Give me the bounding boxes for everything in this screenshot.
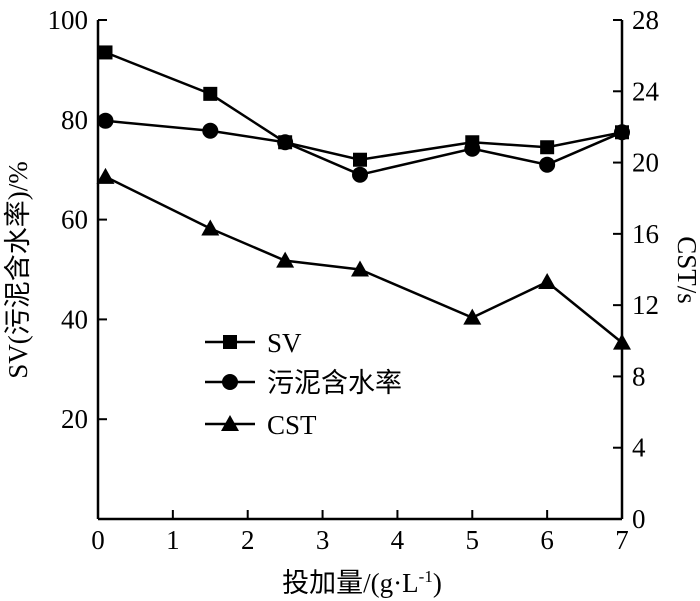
data-point-triangle (463, 308, 482, 325)
data-point-triangle (201, 219, 220, 236)
legend-entry-cst: CST (205, 410, 317, 440)
legend-entry-moisture: 污泥含水率 (205, 368, 402, 398)
x-ticks: 0 1 2 3 4 5 6 7 (91, 510, 629, 555)
data-point-square (353, 152, 367, 167)
series-line-triangle (104, 175, 623, 344)
left-y-tick-label: 60 (61, 205, 88, 235)
left-y-tick-label: 80 (61, 105, 88, 135)
left-y-tick-label: 40 (61, 304, 88, 334)
right-y-tick-label: 20 (632, 148, 659, 178)
right-y-tick-label: 0 (632, 504, 646, 534)
right-y-tick-label: 12 (632, 290, 659, 320)
x-tick-label: 3 (316, 525, 330, 555)
legend-circle-marker (222, 374, 238, 390)
legend-label-sv: SV (267, 328, 302, 358)
data-point-circle (97, 112, 114, 129)
left-y-axis-title: SV(污泥含水率)/% (3, 161, 33, 379)
data-point-circle (202, 122, 219, 139)
right-y-axis-title: CST/s (672, 236, 700, 304)
right-y-tick-label: 16 (632, 219, 659, 249)
left-y-tick-label: 20 (61, 404, 88, 434)
x-tick-label: 7 (615, 525, 629, 555)
data-point-triangle (351, 260, 369, 277)
series-layer (96, 45, 631, 350)
data-point-square (98, 45, 113, 60)
data-point-circle (539, 156, 556, 173)
data-point-circle (464, 140, 481, 157)
legend: SV 污泥含水率 CST (205, 328, 402, 440)
data-point-triangle (96, 167, 115, 184)
legend-label-cst: CST (267, 410, 317, 440)
data-point-triangle (538, 272, 557, 289)
right-y-tick-label: 28 (632, 5, 659, 35)
x-tick-label: 4 (391, 525, 405, 555)
x-tick-label: 2 (241, 525, 255, 555)
data-point-triangle (613, 333, 631, 350)
data-point-square (540, 140, 555, 155)
data-point-circle (352, 166, 368, 183)
legend-triangle-marker (221, 415, 239, 431)
legend-label-moisture: 污泥含水率 (267, 368, 402, 398)
x-axis-title: 投加量/(g·L-1) (282, 567, 442, 598)
right-y-tick-label: 4 (632, 433, 646, 463)
data-point-square (203, 86, 218, 101)
data-point-circle (614, 124, 630, 141)
data-point-triangle (276, 251, 295, 268)
left-y-tick-label: 100 (48, 5, 89, 35)
legend-square-marker (223, 335, 237, 349)
right-y-tick-label: 24 (632, 76, 660, 106)
x-tick-label: 1 (166, 525, 180, 555)
x-tick-label: 6 (540, 525, 554, 555)
right-y-ticks: 0 4 8 12 16 20 24 28 (613, 5, 660, 534)
legend-entry-sv: SV (205, 328, 302, 358)
data-point-circle (277, 134, 294, 151)
right-y-tick-label: 8 (632, 361, 646, 391)
x-tick-label: 5 (466, 525, 480, 555)
left-y-ticks: 20 40 60 80 100 (48, 5, 107, 434)
x-tick-label: 0 (91, 525, 105, 555)
